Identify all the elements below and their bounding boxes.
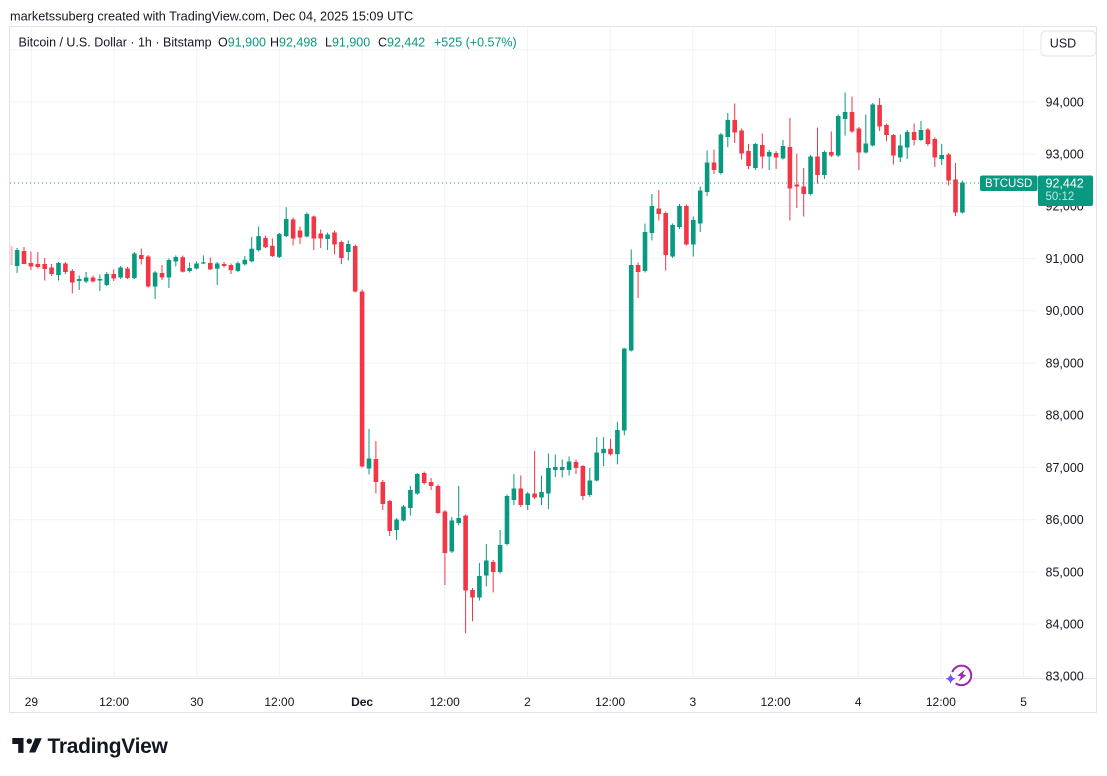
svg-text:12:00: 12:00	[926, 695, 956, 709]
svg-text:83,000: 83,000	[1046, 670, 1084, 684]
svg-text:29: 29	[25, 695, 39, 709]
svg-text:TradingView: TradingView	[48, 735, 169, 758]
svg-text:4: 4	[855, 695, 862, 709]
svg-text:BTCUSD: BTCUSD	[985, 178, 1032, 190]
svg-text:3: 3	[689, 695, 696, 709]
svg-text:C92,442: C92,442	[378, 36, 425, 50]
svg-text:Bitcoin / U.S. Dollar · 1h · B: Bitcoin / U.S. Dollar · 1h · Bitstamp	[19, 36, 212, 50]
svg-text:50:12: 50:12	[1046, 191, 1075, 203]
svg-text:L91,900: L91,900	[325, 36, 370, 50]
svg-text:12:00: 12:00	[99, 695, 129, 709]
svg-text:H92,498: H92,498	[270, 36, 317, 50]
svg-text:86,000: 86,000	[1046, 513, 1084, 527]
svg-text:Dec: Dec	[351, 695, 373, 709]
svg-text:12:00: 12:00	[264, 695, 294, 709]
svg-text:USD: USD	[1050, 37, 1076, 51]
svg-text:87,000: 87,000	[1046, 461, 1084, 475]
svg-text:2: 2	[524, 695, 531, 709]
svg-text:12:00: 12:00	[760, 695, 790, 709]
svg-text:84,000: 84,000	[1046, 618, 1084, 632]
svg-text:94,000: 94,000	[1046, 95, 1084, 109]
svg-text:90,000: 90,000	[1046, 304, 1084, 318]
svg-text:+525 (+0.57%): +525 (+0.57%)	[434, 36, 517, 50]
svg-text:12:00: 12:00	[430, 695, 460, 709]
svg-text:85,000: 85,000	[1046, 565, 1084, 579]
svg-text:5: 5	[1020, 695, 1027, 709]
svg-text:91,000: 91,000	[1046, 252, 1084, 266]
svg-text:88,000: 88,000	[1046, 409, 1084, 423]
svg-text:89,000: 89,000	[1046, 356, 1084, 370]
svg-text:12:00: 12:00	[595, 695, 625, 709]
svg-text:O91,900: O91,900	[218, 36, 266, 50]
svg-text:93,000: 93,000	[1046, 148, 1084, 162]
svg-text:marketssuberg created with Tra: marketssuberg created with TradingView.c…	[10, 10, 413, 24]
svg-text:92,442: 92,442	[1046, 177, 1084, 191]
svg-text:30: 30	[190, 695, 204, 709]
